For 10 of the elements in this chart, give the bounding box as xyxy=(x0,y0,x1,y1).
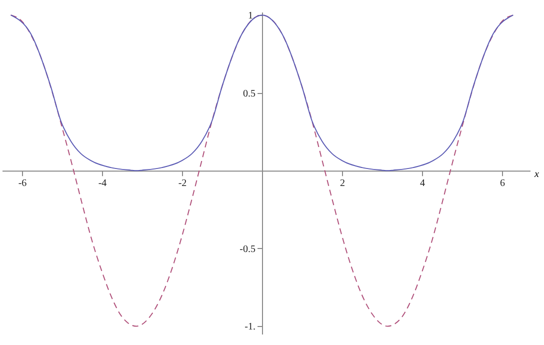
y-tick-label: -1. xyxy=(244,322,256,333)
x-tick-label: -6 xyxy=(18,178,27,190)
x-axis-title: x xyxy=(534,169,540,180)
y-tick-label: -0.5 xyxy=(240,244,256,255)
x-tick-label: 2 xyxy=(340,178,345,190)
x-tick-label: 6 xyxy=(500,178,505,190)
x-tick-label: 4 xyxy=(420,178,425,190)
y-tick-label: 0.5 xyxy=(243,88,256,100)
x-tick-label: -4 xyxy=(98,178,107,190)
x-tick-label: -2 xyxy=(178,178,187,190)
